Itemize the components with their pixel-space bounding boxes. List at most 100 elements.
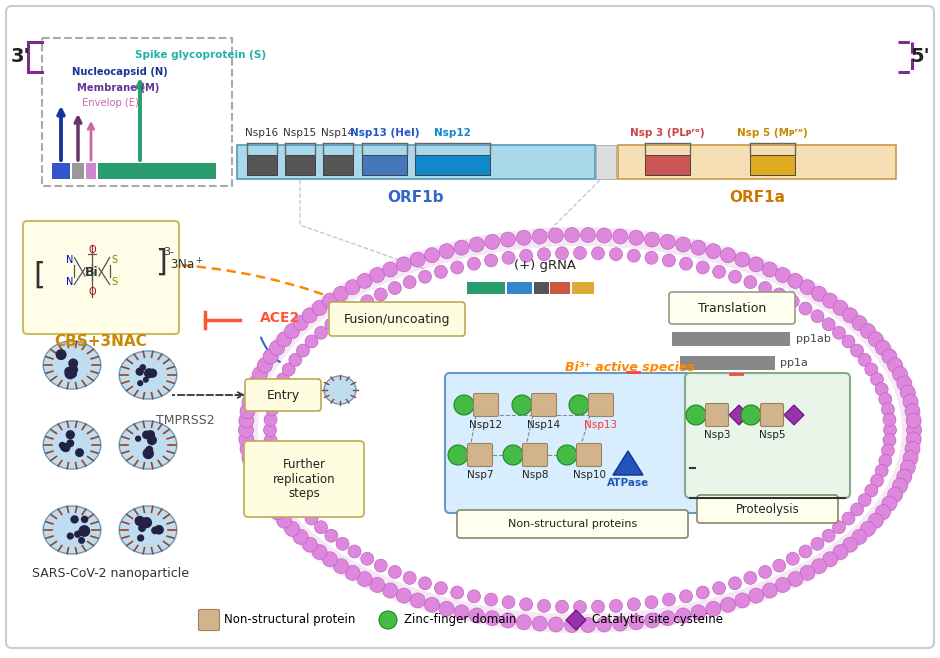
Circle shape <box>883 434 896 447</box>
Circle shape <box>270 340 285 355</box>
Circle shape <box>361 552 374 565</box>
Circle shape <box>713 582 726 595</box>
Circle shape <box>735 252 750 267</box>
FancyBboxPatch shape <box>6 6 934 648</box>
Circle shape <box>875 383 888 395</box>
Circle shape <box>336 538 349 550</box>
Circle shape <box>81 516 88 523</box>
Circle shape <box>811 286 826 301</box>
Circle shape <box>799 545 812 558</box>
Circle shape <box>266 403 278 416</box>
Circle shape <box>141 517 152 528</box>
Circle shape <box>735 593 750 608</box>
Circle shape <box>135 436 141 442</box>
Circle shape <box>591 600 604 613</box>
Circle shape <box>138 524 146 532</box>
Text: Nsp16: Nsp16 <box>245 128 278 138</box>
Circle shape <box>500 613 515 628</box>
Circle shape <box>448 445 468 465</box>
Circle shape <box>303 537 318 552</box>
Circle shape <box>379 611 397 629</box>
Circle shape <box>266 444 278 457</box>
Bar <box>237 145 595 179</box>
Circle shape <box>485 234 500 249</box>
Circle shape <box>773 559 786 572</box>
Polygon shape <box>613 451 643 475</box>
FancyBboxPatch shape <box>457 510 688 538</box>
Circle shape <box>383 262 398 277</box>
Bar <box>672 332 790 346</box>
Circle shape <box>906 422 921 438</box>
Text: Nsp12: Nsp12 <box>469 420 503 430</box>
Circle shape <box>569 395 589 415</box>
Text: pp1ab: pp1ab <box>796 334 831 344</box>
Circle shape <box>60 443 68 451</box>
FancyBboxPatch shape <box>244 441 364 517</box>
Text: CBS+3NAC: CBS+3NAC <box>55 334 148 349</box>
Circle shape <box>706 601 721 617</box>
Ellipse shape <box>258 246 902 614</box>
Circle shape <box>248 376 263 391</box>
Text: 5': 5' <box>910 47 930 66</box>
Circle shape <box>503 445 523 465</box>
Circle shape <box>263 349 278 364</box>
Circle shape <box>660 611 675 626</box>
Circle shape <box>811 310 824 322</box>
Circle shape <box>556 600 569 613</box>
Circle shape <box>538 247 551 261</box>
Circle shape <box>721 597 735 613</box>
Circle shape <box>268 393 281 406</box>
Circle shape <box>741 405 761 425</box>
Circle shape <box>762 583 777 598</box>
Circle shape <box>454 605 469 620</box>
Circle shape <box>239 432 254 447</box>
Circle shape <box>345 565 360 580</box>
Ellipse shape <box>282 265 878 595</box>
Circle shape <box>728 270 742 283</box>
Circle shape <box>879 454 892 467</box>
Bar <box>98 163 216 179</box>
Circle shape <box>374 288 387 301</box>
Circle shape <box>272 465 285 477</box>
Bar <box>323 155 353 175</box>
Circle shape <box>64 367 73 376</box>
Text: Nsp8: Nsp8 <box>522 470 548 480</box>
Bar <box>680 356 775 370</box>
Circle shape <box>691 240 706 255</box>
Circle shape <box>485 254 497 267</box>
Circle shape <box>425 597 440 613</box>
Circle shape <box>312 301 327 315</box>
Circle shape <box>676 237 691 252</box>
Circle shape <box>454 395 474 415</box>
Circle shape <box>597 617 612 632</box>
Circle shape <box>425 247 440 263</box>
Text: Nsp12: Nsp12 <box>434 128 471 138</box>
Circle shape <box>645 251 658 265</box>
Bar <box>247 155 277 175</box>
Circle shape <box>713 265 726 278</box>
Circle shape <box>369 578 384 592</box>
Circle shape <box>285 324 300 339</box>
Circle shape <box>516 230 531 245</box>
Text: Further
replication
steps: Further replication steps <box>273 457 336 501</box>
Circle shape <box>439 601 454 617</box>
Circle shape <box>154 525 164 534</box>
Circle shape <box>242 394 257 409</box>
Circle shape <box>268 454 281 467</box>
Circle shape <box>66 430 75 440</box>
Circle shape <box>78 525 90 537</box>
Circle shape <box>374 559 387 572</box>
Bar <box>467 282 505 294</box>
Circle shape <box>858 353 871 367</box>
FancyBboxPatch shape <box>576 443 602 467</box>
Circle shape <box>383 583 398 598</box>
FancyBboxPatch shape <box>329 302 465 336</box>
Circle shape <box>627 598 640 611</box>
Circle shape <box>139 364 146 370</box>
Circle shape <box>875 340 890 355</box>
Circle shape <box>788 274 803 288</box>
Ellipse shape <box>119 506 177 554</box>
Circle shape <box>65 368 76 380</box>
Circle shape <box>264 434 277 447</box>
Circle shape <box>293 530 308 544</box>
